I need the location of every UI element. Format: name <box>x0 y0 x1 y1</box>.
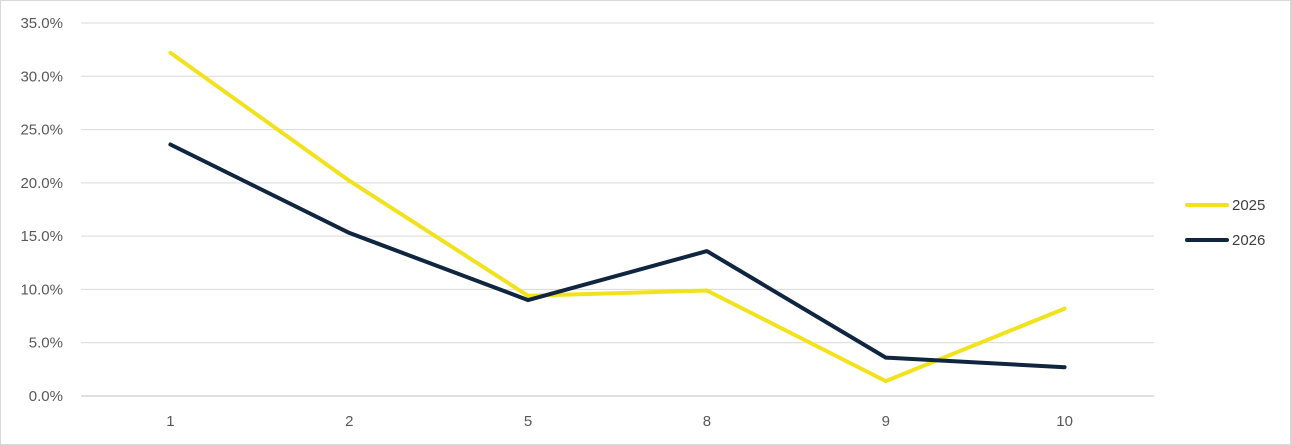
series-line-2025 <box>168 50 1067 384</box>
y-tick-label: 25.0% <box>20 122 63 139</box>
legend: 2025 2026 <box>1185 197 1265 249</box>
y-tick-label: 30.0% <box>20 68 63 85</box>
y-axis-ticks: 0.0% 5.0% 10.0% 15.0% 20.0% 25.0% 30.0% 35.0% <box>20 15 63 405</box>
series-lines <box>168 50 1067 384</box>
series-line-2026 <box>168 142 1067 370</box>
y-tick-label: 35.0% <box>20 15 63 32</box>
x-tick-label: 1 <box>166 413 174 430</box>
x-tick-label: 2 <box>345 413 353 430</box>
legend-label-2025: 2025 <box>1232 197 1265 214</box>
gridlines <box>81 22 1154 397</box>
x-tick-label: 10 <box>1056 413 1073 430</box>
y-tick-label: 20.0% <box>20 175 63 192</box>
legend-label-2026: 2026 <box>1232 232 1265 249</box>
x-tick-label: 5 <box>524 413 532 430</box>
x-axis-ticks: 1 2 5 8 9 10 <box>166 413 1073 430</box>
y-tick-label: 5.0% <box>29 335 63 352</box>
x-tick-label: 9 <box>882 413 890 430</box>
y-tick-label: 0.0% <box>29 388 63 405</box>
y-tick-label: 10.0% <box>20 281 63 298</box>
x-tick-label: 8 <box>703 413 711 430</box>
y-tick-label: 15.0% <box>20 228 63 245</box>
